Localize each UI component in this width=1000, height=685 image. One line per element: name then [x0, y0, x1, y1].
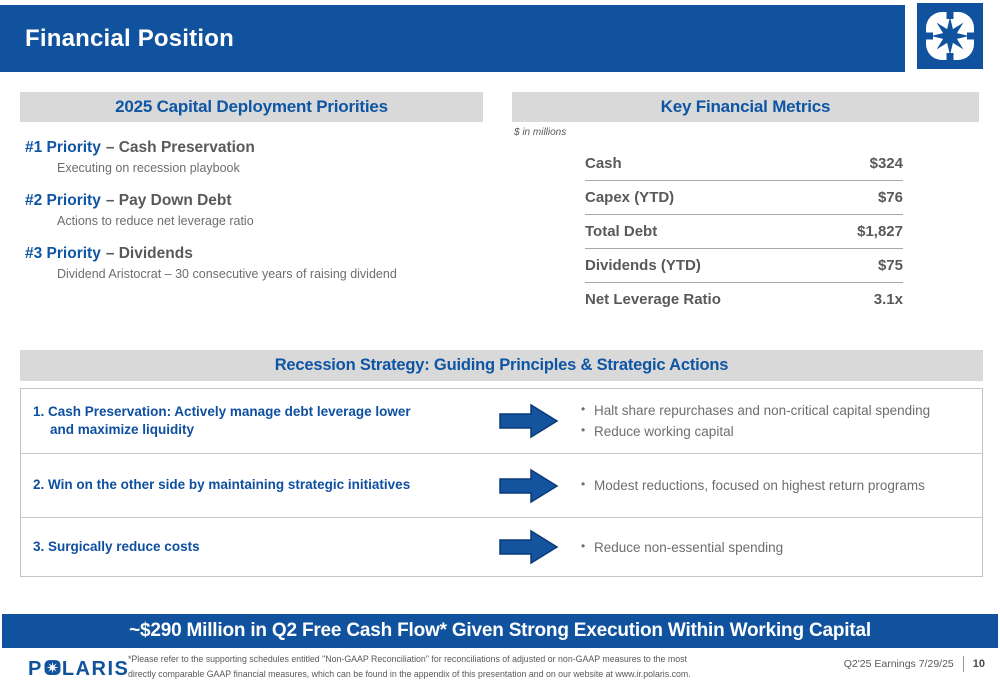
highlight-banner: ~$290 Million in Q2 Free Cash Flow* Give…: [2, 614, 998, 648]
metrics-table: Cash $324 Capex (YTD) $76 Total Debt $1,…: [585, 146, 903, 316]
wordmark-text-p: P: [28, 658, 43, 680]
action-item: Reduce working capital: [581, 423, 982, 439]
table-row: Dividends (YTD) $75: [585, 248, 903, 282]
recession-strategy-section: Recession Strategy: Guiding Principles &…: [20, 350, 983, 577]
strategy-principle: 3. Surgically reduce costs: [33, 538, 200, 554]
metric-label: Net Leverage Ratio: [585, 291, 721, 308]
capital-priorities-panel: 2025 Capital Deployment Priorities #1 Pr…: [20, 92, 483, 281]
right-arrow-icon: [499, 468, 559, 504]
key-metrics-title: Key Financial Metrics: [512, 92, 979, 122]
polaris-star-icon: [917, 3, 983, 73]
action-item: Reduce non-essential spending: [581, 539, 982, 555]
priority-3-detail: Dividend Aristocrat – 30 consecutive yea…: [57, 267, 397, 281]
priority-3-name: – Dividends: [105, 245, 193, 262]
polaris-logo: [917, 3, 983, 69]
table-row: Capex (YTD) $76: [585, 180, 903, 214]
banner-text: ~$290 Million in Q2 Free Cash Flow* Give…: [129, 620, 871, 641]
strategy-row-1: 1. Cash Preservation: Actively manage de…: [21, 389, 982, 453]
right-arrow-icon: [499, 403, 559, 439]
metric-value: 3.1x: [873, 291, 903, 308]
units-note: $ in millions: [514, 127, 567, 138]
strategy-actions: Reduce non-essential spending: [559, 534, 982, 561]
strategy-principle: 1. Cash Preservation: Actively manage de…: [33, 403, 411, 437]
strategy-row-3: 3. Surgically reduce costs Reduce non-es…: [21, 517, 982, 576]
slide-title: Financial Position: [25, 24, 234, 52]
priority-1-rank: #1 Priority: [25, 139, 101, 156]
strategy-table: 1. Cash Preservation: Actively manage de…: [20, 388, 983, 577]
priority-3-heading: #3 Priority – Dividends: [20, 245, 483, 263]
footnote-line-2: directly comparable GAAP financial measu…: [128, 669, 691, 679]
strategy-actions: Modest reductions, focused on highest re…: [559, 472, 982, 499]
metric-label: Cash: [585, 154, 622, 172]
wordmark-star-o-icon: [43, 657, 62, 682]
polaris-wordmark: P LARIS: [28, 657, 129, 682]
metric-label: Capex (YTD): [585, 189, 675, 206]
table-row: Total Debt $1,827: [585, 214, 903, 248]
metric-value: $324: [869, 154, 903, 172]
priority-2-name: – Pay Down Debt: [105, 192, 232, 209]
priority-2-rank: #2 Priority: [25, 192, 101, 209]
strategy-row-2: 2. Win on the other side by maintaining …: [21, 453, 982, 517]
strategy-principle: 2. Win on the other side by maintaining …: [33, 477, 411, 493]
metric-label: Total Debt: [585, 223, 658, 240]
action-item: Modest reductions, focused on highest re…: [581, 477, 982, 493]
page-number: 10: [972, 658, 985, 670]
footnote-line-1: *Please refer to the supporting schedule…: [128, 654, 687, 664]
table-row: Net Leverage Ratio 3.1x: [585, 282, 903, 316]
priority-1-name: – Cash Preservation: [105, 139, 255, 156]
priority-2-detail: Actions to reduce net leverage ratio: [57, 214, 254, 228]
priority-2-heading: #2 Priority – Pay Down Debt: [20, 192, 483, 210]
divider: [962, 656, 964, 672]
metric-value: $75: [877, 257, 903, 274]
right-arrow-icon: [499, 529, 559, 565]
footer-meta: Q2'25 Earnings 7/29/25 10: [844, 656, 985, 672]
footnote: *Please refer to the supporting schedule…: [128, 652, 743, 682]
slide-footer: P LARIS *Please refer to the supporting s…: [0, 648, 1000, 685]
metric-label: Dividends (YTD): [585, 257, 701, 274]
priority-1-detail: Executing on recession playbook: [57, 161, 240, 175]
key-metrics-panel: Key Financial Metrics $ in millions Cash…: [512, 92, 979, 316]
recession-strategy-title: Recession Strategy: Guiding Principles &…: [20, 350, 983, 381]
strategy-actions: Halt share repurchases and non-critical …: [559, 397, 982, 445]
earnings-label: Q2'25 Earnings 7/29/25: [843, 658, 954, 670]
metric-value: $1,827: [857, 223, 903, 240]
slide-header: Financial Position: [0, 5, 905, 72]
table-row: Cash $324: [585, 146, 903, 180]
action-item: Halt share repurchases and non-critical …: [581, 402, 982, 418]
priority-3-rank: #3 Priority: [25, 245, 101, 262]
wordmark-text-rest: LARIS: [61, 658, 130, 680]
metric-value: $76: [877, 189, 903, 206]
priority-1-heading: #1 Priority – Cash Preservation: [20, 139, 483, 157]
capital-priorities-title: 2025 Capital Deployment Priorities: [20, 92, 483, 122]
